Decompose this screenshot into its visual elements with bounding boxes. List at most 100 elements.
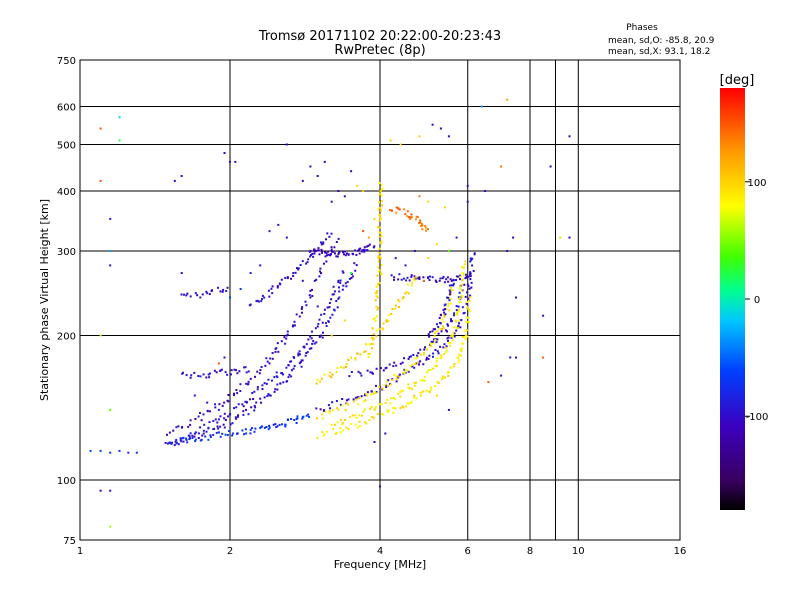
data-point — [455, 305, 458, 308]
data-point — [301, 306, 304, 309]
data-point — [173, 179, 176, 182]
data-point — [356, 426, 359, 429]
data-point — [378, 182, 381, 184]
data-point — [172, 429, 175, 432]
data-point — [309, 165, 312, 168]
data-point — [420, 223, 423, 225]
data-point — [457, 275, 460, 278]
data-point — [336, 407, 339, 410]
data-point — [201, 434, 204, 437]
data-point — [271, 285, 274, 288]
data-point — [345, 285, 348, 288]
data-point — [353, 262, 356, 265]
data-point — [375, 295, 378, 298]
data-point — [235, 389, 238, 391]
data-point — [233, 407, 235, 410]
data-point — [358, 397, 361, 400]
data-point — [354, 357, 357, 360]
data-point — [382, 328, 384, 331]
data-point — [219, 425, 222, 428]
data-point — [319, 380, 321, 383]
data-point — [421, 379, 424, 382]
data-point — [338, 296, 341, 299]
data-point — [370, 405, 373, 408]
data-point — [366, 394, 369, 397]
data-point — [409, 216, 412, 219]
data-point — [223, 152, 226, 154]
data-point — [467, 275, 470, 278]
data-point — [300, 365, 303, 368]
data-point — [259, 369, 262, 371]
data-point — [433, 335, 436, 338]
data-point — [323, 262, 325, 265]
data-point — [359, 353, 362, 356]
data-point — [447, 324, 449, 327]
x-tick-label: 16 — [674, 546, 687, 557]
data-point — [378, 403, 381, 406]
data-point — [406, 369, 409, 372]
data-point — [371, 336, 374, 339]
data-point — [276, 286, 279, 289]
data-point — [375, 292, 378, 295]
data-point — [329, 371, 332, 374]
data-point — [326, 232, 329, 235]
data-point — [242, 405, 245, 408]
data-point — [99, 449, 102, 452]
data-point — [293, 320, 296, 323]
data-point — [260, 366, 263, 368]
data-point — [242, 413, 245, 416]
data-point — [373, 390, 376, 393]
data-point — [449, 298, 452, 300]
data-point — [285, 143, 288, 146]
data-point — [271, 292, 274, 295]
data-point — [332, 285, 335, 288]
x-tick-label: 8 — [527, 546, 533, 557]
data-point — [455, 279, 457, 281]
data-point — [269, 357, 272, 360]
data-point — [364, 350, 367, 353]
data-point — [249, 377, 252, 380]
data-point — [385, 380, 388, 383]
colorbar-tick-label: 100 — [747, 178, 766, 189]
data-point — [376, 290, 379, 293]
data-point — [410, 400, 413, 403]
data-point — [197, 415, 200, 418]
data-point — [263, 396, 266, 399]
data-point — [223, 426, 226, 429]
data-point — [427, 358, 430, 360]
data-point — [442, 346, 445, 349]
data-point — [455, 275, 458, 278]
plot-frame — [79, 59, 681, 541]
data-point — [457, 324, 460, 327]
data-point — [180, 293, 183, 296]
data-point — [444, 313, 447, 316]
data-point — [352, 400, 355, 403]
data-point — [256, 370, 259, 373]
data-point — [360, 414, 363, 417]
data-point — [406, 276, 409, 279]
data-point — [467, 285, 470, 288]
data-point — [325, 325, 328, 327]
data-point — [341, 422, 344, 424]
data-point — [410, 216, 413, 219]
data-point — [313, 342, 316, 345]
data-point — [308, 347, 311, 350]
data-point — [397, 392, 400, 395]
data-point — [342, 251, 344, 254]
data-point — [250, 406, 253, 409]
data-point — [459, 275, 462, 278]
data-point — [259, 264, 262, 267]
data-point — [323, 409, 326, 412]
data-point — [209, 372, 211, 375]
data-point — [322, 241, 325, 244]
data-point — [432, 338, 435, 341]
data-point — [350, 371, 353, 373]
data-point — [542, 356, 545, 359]
data-point — [439, 322, 442, 325]
data-point — [448, 284, 451, 287]
data-point — [331, 313, 334, 316]
data-point — [452, 331, 455, 334]
data-point — [328, 302, 331, 304]
data-point — [450, 289, 452, 292]
data-point — [418, 135, 421, 138]
